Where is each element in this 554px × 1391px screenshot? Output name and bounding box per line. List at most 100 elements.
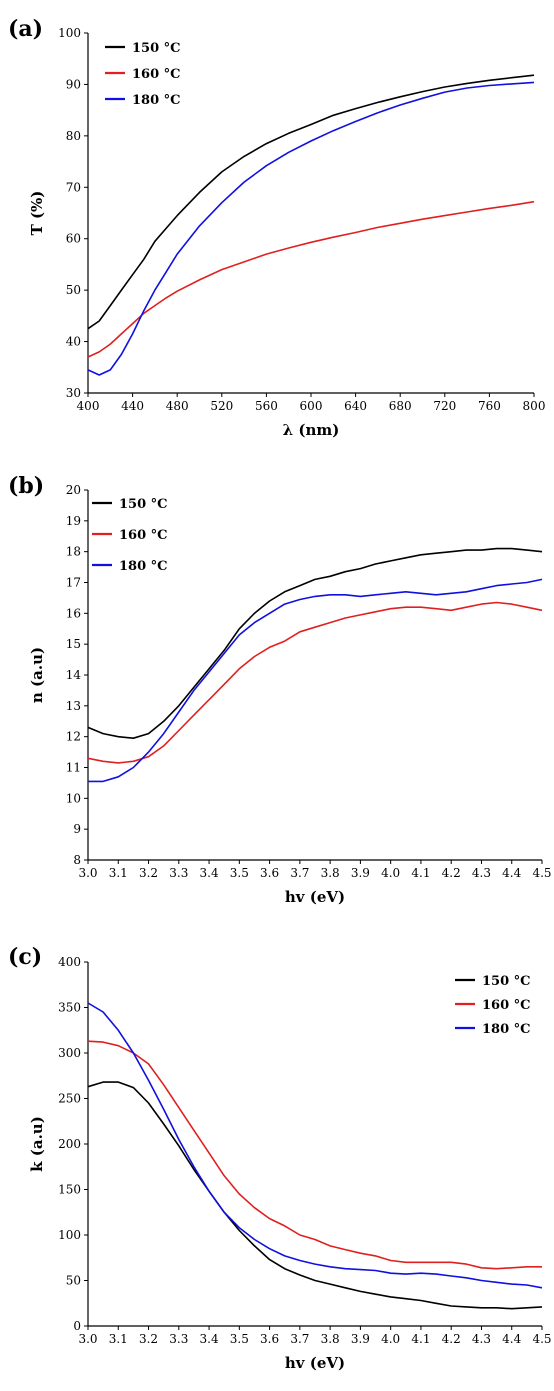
- legend-label: 160 °C: [482, 998, 531, 1013]
- legend-label: 150 °C: [132, 41, 181, 56]
- legend: 150 °C 160 °C 180 °C: [105, 41, 181, 108]
- y-tick-label: 16: [66, 606, 81, 620]
- series-line-150c: [87, 547, 543, 740]
- legend-label: 180 °C: [119, 559, 168, 574]
- x-tick-label: 3.3: [169, 866, 188, 880]
- x-tick-label: 3.2: [139, 866, 158, 880]
- x-tick-label: 3.9: [351, 866, 370, 880]
- x-tick-label: 3.5: [230, 1332, 249, 1346]
- series-line-160c: [87, 1040, 542, 1270]
- legend: 150 °C 160 °C 180 °C: [92, 497, 168, 574]
- x-tick-label: 3.8: [321, 1332, 340, 1346]
- x-axis-title: hv (eV): [285, 1354, 345, 1372]
- y-axis-title: k (a.u): [28, 1116, 46, 1172]
- y-tick-label: 15: [66, 637, 81, 651]
- y-tick-label: 90: [66, 77, 81, 91]
- y-tick-label: 18: [66, 545, 81, 559]
- x-tick-label: 4.3: [472, 1332, 491, 1346]
- x-tick-label: 680: [389, 399, 412, 413]
- legend-label: 180 °C: [132, 93, 181, 108]
- x-tick-label: 3.6: [260, 1332, 279, 1346]
- y-tick-label: 30: [66, 386, 81, 400]
- y-axis-title: n (a.u): [28, 647, 46, 703]
- x-tick-label: 3.3: [169, 1332, 188, 1346]
- x-tick-label: 3.1: [109, 1332, 128, 1346]
- legend: 150 °C 160 °C 180 °C: [455, 974, 531, 1037]
- x-tick-label: 3.4: [200, 1332, 219, 1346]
- x-tick-label: 3.0: [78, 866, 97, 880]
- legend-label: 150 °C: [119, 497, 168, 512]
- series-line-180c: [87, 81, 535, 376]
- y-tick-label: 350: [58, 1001, 81, 1015]
- series-line-180c: [87, 1002, 543, 1289]
- x-tick-label: 720: [433, 399, 456, 413]
- y-tick-label: 19: [66, 514, 81, 528]
- y-tick-label: 100: [58, 26, 81, 40]
- x-tick-label: 3.9: [351, 1332, 370, 1346]
- x-tick-label: 560: [255, 399, 278, 413]
- y-tick-label: 50: [66, 283, 81, 297]
- x-tick-label: 3.7: [290, 1332, 309, 1346]
- x-tick-label: 4.4: [502, 1332, 521, 1346]
- y-tick-label: 10: [66, 791, 81, 805]
- x-tick-label: 4.5: [532, 1332, 551, 1346]
- y-tick-label: 20: [66, 483, 81, 497]
- panel-label: (a): [8, 16, 43, 42]
- x-tick-label: 600: [300, 399, 323, 413]
- chart-panel-1: (a) 400 440 480 520 560 600 640 680 720 760 800 30 40…: [8, 16, 545, 439]
- y-tick-label: 40: [66, 335, 81, 349]
- series-line-180c: [88, 578, 543, 783]
- y-tick-label: 400: [58, 955, 81, 969]
- legend-label: 160 °C: [119, 528, 168, 543]
- y-tick-label: 300: [58, 1046, 81, 1060]
- series-line-150c: [87, 74, 535, 330]
- x-tick-label: 440: [121, 399, 144, 413]
- x-tick-label: 4.5: [532, 866, 551, 880]
- y-tick-label: 17: [66, 576, 81, 590]
- y-tick-label: 60: [66, 232, 81, 246]
- x-tick-label: 400: [77, 399, 100, 413]
- y-tick-label: 14: [66, 668, 82, 682]
- x-tick-label: 4.2: [442, 866, 461, 880]
- x-tick-label: 3.2: [139, 1332, 158, 1346]
- legend-label: 150 °C: [482, 974, 531, 989]
- legend-label: 180 °C: [482, 1022, 531, 1037]
- y-axis-title: T (%): [28, 191, 46, 236]
- panel-label: (b): [8, 473, 44, 499]
- x-tick-label: 4.0: [381, 1332, 400, 1346]
- x-tick-label: 4.4: [502, 866, 521, 880]
- y-tick-label: 11: [66, 761, 81, 775]
- y-tick-label: 13: [66, 699, 81, 713]
- legend-label: 160 °C: [132, 67, 181, 82]
- x-tick-label: 3.0: [78, 1332, 97, 1346]
- chart-panel-2: (b) 3.0 3.1 3.2 3.3 3.4 3.5 3.6 3.7 3.8 3.9 4.0 4.1 4…: [8, 473, 552, 906]
- panel-label: (c): [8, 944, 42, 970]
- x-tick-label: 800: [523, 399, 546, 413]
- y-tick-label: 200: [58, 1137, 81, 1151]
- y-tick-label: 50: [66, 1274, 81, 1288]
- series-line-160c: [87, 601, 543, 764]
- y-tick-label: 8: [73, 853, 81, 867]
- x-axis-title: hv (eV): [285, 888, 345, 906]
- x-tick-label: 520: [210, 399, 233, 413]
- x-tick-label: 3.1: [109, 866, 128, 880]
- y-tick-label: 80: [66, 129, 81, 143]
- y-tick-label: 100: [58, 1228, 81, 1242]
- x-tick-label: 3.5: [230, 866, 249, 880]
- x-tick-label: 3.4: [200, 866, 219, 880]
- y-tick-label: 250: [58, 1092, 81, 1106]
- y-tick-label: 9: [73, 822, 81, 836]
- y-tick-label: 70: [66, 180, 81, 194]
- x-tick-label: 3.8: [321, 866, 340, 880]
- y-tick-label: 150: [58, 1183, 81, 1197]
- chart-panel-3: (c) 3.0 3.1 3.2 3.3 3.4 3.5 3.6 3.7 3.8 3.9 4.0 4.1 4…: [8, 944, 552, 1372]
- x-axis-title: λ (nm): [283, 421, 340, 439]
- x-tick-label: 480: [166, 399, 189, 413]
- x-tick-label: 3.6: [260, 866, 279, 880]
- series-line-150c: [87, 1081, 543, 1310]
- x-tick-label: 4.3: [472, 866, 491, 880]
- x-tick-label: 760: [478, 399, 501, 413]
- x-tick-label: 640: [344, 399, 367, 413]
- x-tick-label: 4.2: [442, 1332, 461, 1346]
